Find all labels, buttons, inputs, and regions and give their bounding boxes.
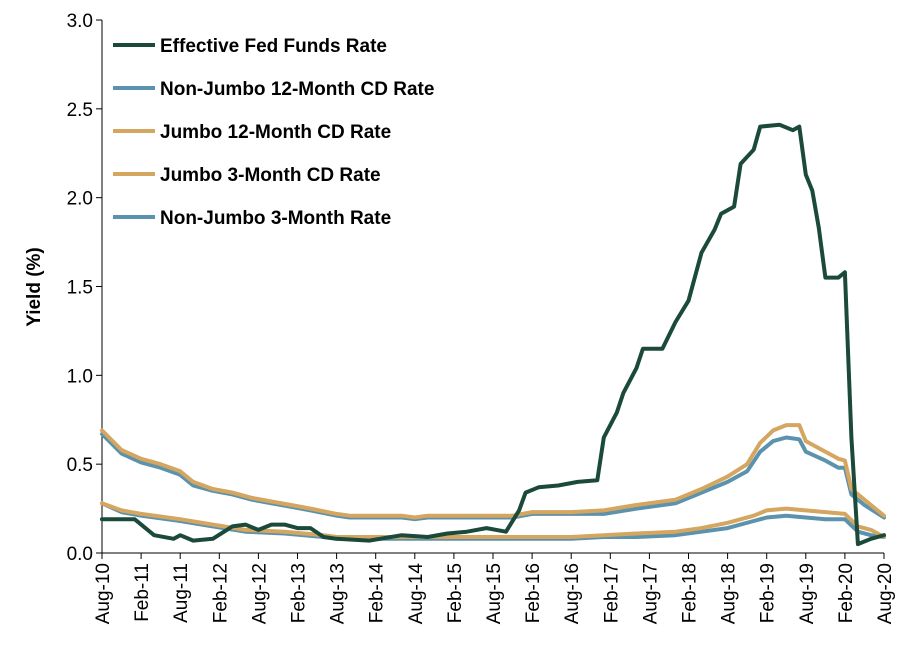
legend-label: Jumbo 3-Month CD Rate	[160, 165, 381, 186]
x-tick-label: Feb-20	[836, 563, 857, 623]
series-line-2	[100, 423, 886, 520]
x-tick-label: Aug-15	[484, 563, 505, 624]
x-tick-label: Feb-16	[523, 563, 544, 623]
y-tick-label: 1.5	[67, 278, 93, 299]
series-line-1	[100, 432, 886, 522]
y-tick-label: 1.0	[67, 366, 93, 387]
y-axis-ticks: 0.0 0.5 1.0 1.5 2.0 2.5 3.0	[67, 11, 102, 565]
x-tick-label: Aug-16	[562, 563, 583, 624]
legend-label: Effective Fed Funds Rate	[160, 36, 387, 57]
y-axis-label: Yield (%)	[24, 247, 45, 327]
series-lines	[100, 122, 886, 547]
x-tick-label: Feb-11	[132, 563, 153, 622]
x-tick-label: Aug-18	[719, 563, 740, 624]
x-tick-label: Aug-12	[249, 563, 270, 624]
x-tick-label: Aug-20	[875, 563, 896, 624]
x-tick-label: Aug-11	[171, 563, 192, 623]
y-tick-label: 0.5	[67, 455, 93, 476]
y-tick-label: 0.0	[67, 544, 93, 565]
x-tick-label: Aug-10	[93, 563, 114, 624]
series-line-3	[100, 501, 886, 539]
x-tick-label: Feb-15	[445, 563, 466, 623]
y-tick-label: 3.0	[67, 11, 93, 32]
y-tick-label: 2.5	[67, 100, 93, 121]
x-tick-label: Feb-13	[289, 563, 310, 623]
x-tick-label: Feb-12	[210, 563, 231, 623]
series-line-0	[100, 122, 886, 547]
x-tick-label: Feb-19	[758, 563, 779, 623]
y-tick-label: 2.0	[67, 189, 93, 210]
x-tick-label: Aug-19	[797, 563, 818, 624]
x-tick-label: Feb-17	[601, 563, 622, 623]
legend-label: Jumbo 12-Month CD Rate	[160, 122, 391, 143]
x-tick-label: Feb-14	[367, 563, 388, 624]
legend: Effective Fed Funds Rate Non-Jumbo 12-Mon…	[113, 36, 434, 229]
x-tick-label: Feb-18	[680, 563, 701, 623]
x-tick-label: Aug-14	[406, 563, 427, 625]
legend-label: Non-Jumbo 12-Month CD Rate	[160, 79, 434, 100]
x-tick-label: Aug-13	[328, 563, 349, 624]
legend-label: Non-Jumbo 3-Month Rate	[160, 208, 391, 229]
x-tick-label: Aug-17	[640, 563, 661, 624]
x-axis-ticks: Aug-10 Feb-11 Aug-11 Feb-12 Aug-12 Feb-13 Aug-…	[93, 553, 896, 624]
